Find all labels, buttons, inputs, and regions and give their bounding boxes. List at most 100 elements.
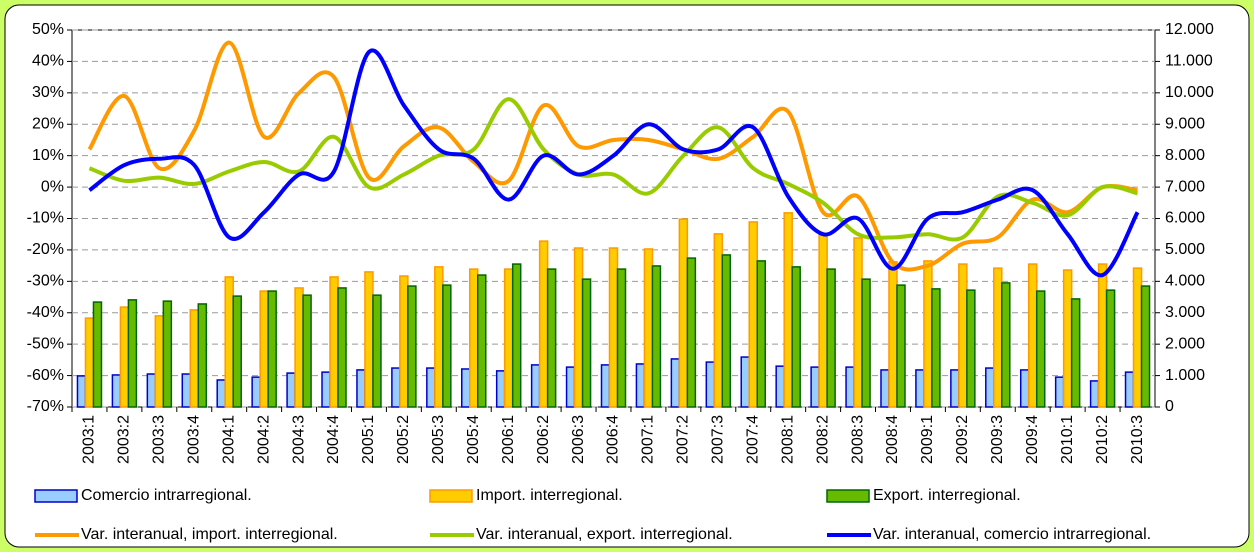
bar <box>76 375 87 408</box>
x-tick-label: 2009:2 <box>954 415 971 464</box>
x-tick-label: 2008:2 <box>814 415 831 464</box>
legend-swatch <box>826 489 870 503</box>
x-tick-label: 2005:3 <box>430 415 447 464</box>
y-tick-label: -10% <box>27 210 64 227</box>
legend-swatch <box>429 489 473 503</box>
bar <box>216 379 226 408</box>
y2-tick-label: 4.000 <box>1165 273 1205 290</box>
y2-tick-label: 12.000 <box>1165 21 1214 38</box>
bar <box>1097 263 1108 408</box>
bar <box>434 266 444 408</box>
bar <box>861 278 871 408</box>
bar <box>127 299 138 408</box>
bar <box>985 367 995 408</box>
bar <box>251 376 261 408</box>
chart-panel <box>4 4 1250 548</box>
legend-label: Var. interanual, export. interregional. <box>476 526 733 543</box>
bar <box>154 315 165 408</box>
bar <box>1027 263 1038 408</box>
bar <box>775 365 785 408</box>
bar <box>1089 380 1100 408</box>
bar <box>477 274 487 408</box>
bar <box>511 263 522 408</box>
bar <box>189 309 200 408</box>
bar <box>259 290 269 408</box>
y-tick-label: 40% <box>32 53 64 70</box>
bar <box>783 212 793 408</box>
legend-label: Import. interregional. <box>476 487 623 504</box>
bar <box>181 373 192 408</box>
bar <box>1035 290 1046 408</box>
bar <box>643 248 654 408</box>
legend-label: Var. interanual, import. interregional. <box>81 526 338 543</box>
y-tick-label: -30% <box>27 273 64 290</box>
bar <box>503 268 514 408</box>
bar <box>546 268 557 408</box>
x-tick-label: 2003:3 <box>151 415 168 464</box>
y2-tick-label: 7.000 <box>1165 178 1205 195</box>
x-tick-label: 2004:2 <box>255 415 272 464</box>
legend-label: Comercio intrarregional. <box>81 487 252 504</box>
bar <box>1132 267 1143 408</box>
bar <box>923 260 933 408</box>
legend-label: Var. interanual, comercio intrarregional… <box>873 526 1151 543</box>
bar <box>635 363 646 408</box>
y-tick-label: 0% <box>41 178 64 195</box>
bar <box>530 364 541 408</box>
bar <box>356 369 366 408</box>
line <box>88 97 1139 242</box>
y2-tick-label: 1.000 <box>1165 367 1205 384</box>
x-tick-label: 2008:4 <box>884 415 901 464</box>
bar <box>845 366 855 408</box>
bar <box>119 306 130 408</box>
bar <box>756 260 766 408</box>
bar <box>853 237 863 408</box>
x-tick-label: 2007:4 <box>744 415 761 464</box>
x-tick-label: 2009:1 <box>919 415 936 464</box>
bar <box>880 369 890 408</box>
bar <box>686 257 697 408</box>
x-tick-label: 2005:4 <box>465 415 482 464</box>
bar <box>267 290 277 408</box>
bar <box>1001 282 1011 408</box>
x-tick-label: 2010:1 <box>1059 415 1076 464</box>
bar <box>896 284 906 408</box>
y-tick-label: 20% <box>32 115 64 132</box>
y-tick-label: 50% <box>32 21 64 38</box>
bar <box>888 261 898 408</box>
x-tick-label: 2004:4 <box>325 415 342 464</box>
bar <box>950 369 960 408</box>
bar <box>1105 289 1116 408</box>
legend-swatch <box>34 489 78 503</box>
bar <box>372 294 382 408</box>
bar <box>748 221 758 408</box>
bar <box>1124 371 1135 408</box>
bar <box>1140 285 1151 408</box>
bar <box>791 266 801 408</box>
x-tick-label: 2006:1 <box>500 415 517 464</box>
y2-tick-label: 8.000 <box>1165 147 1205 164</box>
bar <box>469 268 479 408</box>
bar <box>442 284 452 408</box>
bar <box>721 254 732 408</box>
bar <box>224 276 234 408</box>
bar <box>818 234 828 408</box>
bar <box>92 301 103 408</box>
y2-tick-label: 10.000 <box>1165 84 1214 101</box>
bar <box>294 287 304 408</box>
bar <box>399 275 409 408</box>
bar <box>407 285 417 408</box>
bar <box>197 303 208 408</box>
y2-tick-label: 9.000 <box>1165 115 1205 132</box>
y2-tick-label: 6.000 <box>1165 210 1205 227</box>
bar <box>1062 269 1073 408</box>
bar <box>495 370 506 408</box>
bar <box>670 358 681 408</box>
x-tick-label: 2005:2 <box>395 415 412 464</box>
y-tick-label: 30% <box>32 84 64 101</box>
bar <box>958 263 968 408</box>
bar <box>810 366 820 408</box>
y-tick-label: -20% <box>27 241 64 258</box>
legend-label: Export. interregional. <box>873 487 1021 504</box>
